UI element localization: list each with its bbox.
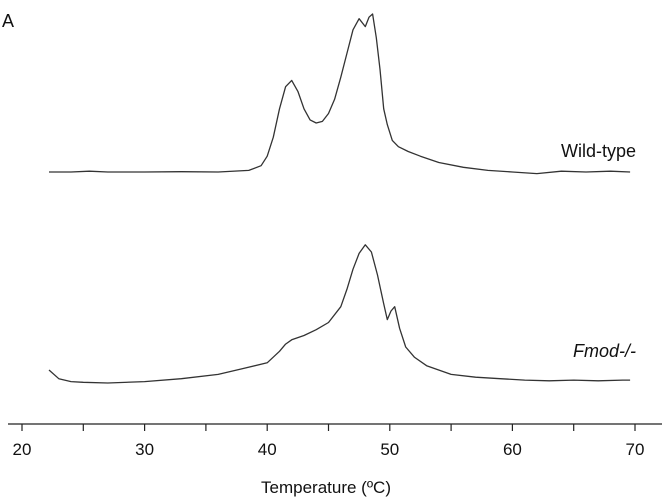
- x-tick-label-5: 70: [626, 440, 645, 459]
- traces-group: [48, 13, 631, 384]
- x-axis-label: Temperature (ºC): [261, 478, 391, 497]
- x-tick-label-3: 50: [380, 440, 399, 459]
- series-label-1: Fmod-/-: [573, 341, 636, 361]
- x-axis-ticks-group: [21, 424, 636, 431]
- series-label-0: Wild-type: [561, 141, 636, 161]
- panel-label: A: [2, 11, 14, 31]
- series-line-0: [49, 13, 631, 175]
- series-line-1: [48, 244, 631, 384]
- x-tick-label-2: 40: [258, 440, 277, 459]
- x-tick-label-1: 30: [135, 440, 154, 459]
- x-tick-label-0: 20: [13, 440, 32, 459]
- x-axis-tick-labels-group: 20 30 40 50 60 70: [13, 440, 645, 459]
- x-tick-label-4: 60: [503, 440, 522, 459]
- series-labels-group: Wild-type Fmod-/-: [561, 141, 636, 361]
